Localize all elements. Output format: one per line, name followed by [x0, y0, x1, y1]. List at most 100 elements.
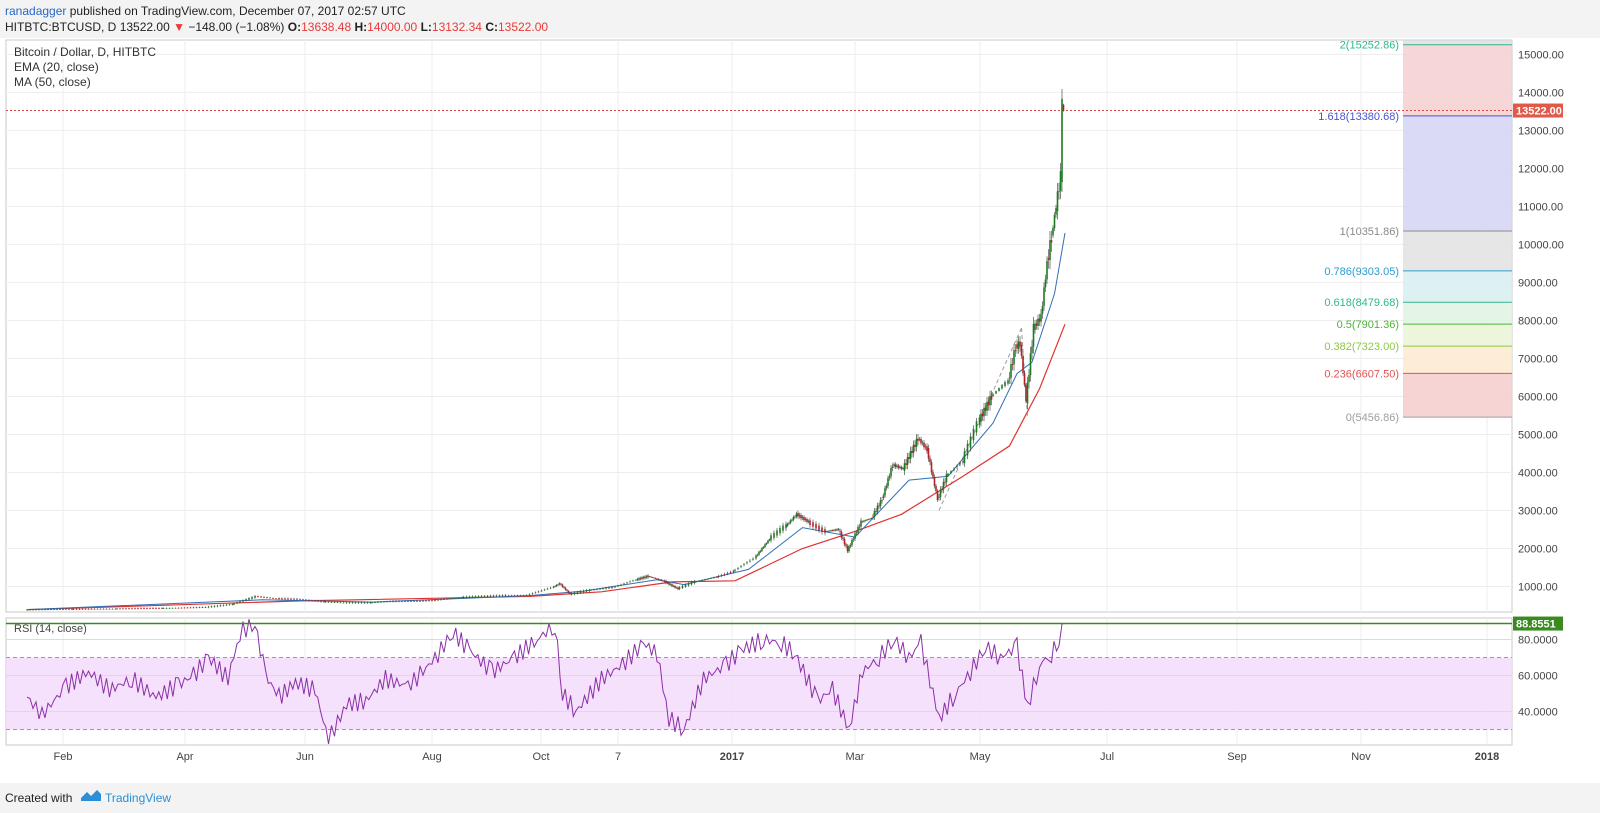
price-candle	[233, 603, 235, 605]
price-candle	[102, 608, 105, 610]
price-candle	[269, 597, 271, 599]
price-candle	[222, 604, 225, 606]
price-candle	[969, 436, 972, 448]
price-candle	[864, 520, 867, 522]
price-candle	[872, 516, 874, 518]
price-candle	[389, 601, 391, 602]
price-candle	[986, 402, 988, 411]
price-candle	[498, 595, 501, 597]
price-candle	[1062, 104, 1065, 111]
price-candle	[593, 589, 595, 591]
price-candle	[455, 597, 457, 599]
price-candle	[1049, 240, 1051, 261]
price-candle	[47, 609, 49, 611]
price-candle	[111, 608, 114, 610]
price-candle	[204, 607, 207, 608]
price-candle	[938, 497, 940, 498]
price-candle	[158, 608, 160, 609]
price-candle	[773, 532, 775, 538]
rsi-axis-label: 60.0000	[1518, 671, 1558, 683]
price-candle	[26, 609, 28, 611]
price-candle	[383, 601, 385, 603]
price-candle	[669, 584, 672, 586]
fib-level-label: 1.618(13380.68)	[1318, 111, 1399, 123]
price-candle	[923, 442, 925, 448]
price-change: −148.00 (−1.08%)	[188, 20, 285, 34]
price-candle	[483, 595, 486, 597]
price-candle	[186, 607, 189, 609]
price-candle	[134, 608, 136, 610]
ohlc-line: HITBTC:BTCUSD, D 13522.00 ▼ −148.00 (−1.…	[5, 20, 548, 34]
price-candle	[165, 607, 168, 609]
tradingview-brand[interactable]: TradingView	[105, 791, 172, 805]
price-candle	[195, 607, 198, 609]
price-candle	[749, 560, 751, 562]
price-candle	[963, 451, 966, 464]
price-candle	[489, 595, 492, 597]
price-candle	[611, 586, 613, 589]
price-candle	[105, 608, 108, 610]
close-value: 13522.00	[497, 20, 549, 34]
price-candle	[846, 545, 849, 552]
price-candle	[704, 579, 706, 581]
price-candle	[216, 605, 219, 607]
rsi-band	[6, 657, 1512, 730]
price-candle	[380, 601, 382, 603]
price-candle	[50, 609, 52, 611]
price-candle	[171, 607, 174, 609]
price-candle	[566, 589, 568, 591]
price-candle	[552, 586, 555, 588]
price-candle	[897, 465, 900, 468]
price-candle	[299, 599, 301, 600]
price-candle	[143, 608, 145, 609]
price-candle	[348, 602, 351, 604]
price-candle	[72, 608, 75, 610]
price-candle	[770, 535, 772, 541]
ma50-line	[26, 323, 1066, 611]
open-value: 13638.48	[301, 20, 352, 34]
price-axis-label: 7000.00	[1518, 353, 1558, 365]
price-candle	[210, 606, 213, 608]
price-candle	[966, 443, 969, 456]
time-axis-label: Jul	[1100, 751, 1114, 763]
price-candle	[798, 515, 801, 517]
price-candle	[99, 608, 102, 610]
price-candle	[666, 582, 669, 584]
price-candle	[1037, 318, 1039, 326]
time-axis-label: Aug	[422, 751, 442, 763]
price-candle	[926, 446, 928, 452]
price-candle	[876, 505, 879, 512]
price-candle	[308, 599, 310, 601]
price-candle	[549, 587, 552, 589]
fib-zone	[1403, 373, 1512, 418]
price-candle	[755, 555, 757, 559]
price-candle	[995, 391, 997, 394]
price-candle	[936, 491, 939, 501]
price-candle	[896, 465, 898, 467]
price-candle	[53, 609, 55, 610]
price-pane[interactable]	[5, 39, 1513, 613]
price-candle	[690, 582, 693, 585]
price-candle	[519, 595, 522, 596]
price-candle	[723, 574, 726, 576]
price-candle	[767, 540, 769, 544]
price-candle	[531, 593, 534, 595]
price-candle	[729, 572, 732, 573]
price-candle	[174, 607, 177, 609]
price-axis-label: 1000.00	[1518, 582, 1558, 594]
fib-zone	[1403, 302, 1512, 325]
high-label: H:	[354, 20, 368, 34]
price-candle	[357, 602, 360, 604]
price-candle	[843, 538, 846, 545]
author-link[interactable]: ranadagger	[5, 4, 67, 18]
price-candle	[213, 605, 216, 607]
time-axis-label: Oct	[532, 751, 549, 763]
price-candle	[480, 595, 483, 597]
price-candle	[596, 588, 598, 590]
price-candle	[461, 597, 463, 599]
price-candle	[900, 466, 903, 469]
price-candle	[825, 531, 828, 533]
price-candle	[815, 523, 817, 529]
price-candle	[248, 598, 250, 600]
